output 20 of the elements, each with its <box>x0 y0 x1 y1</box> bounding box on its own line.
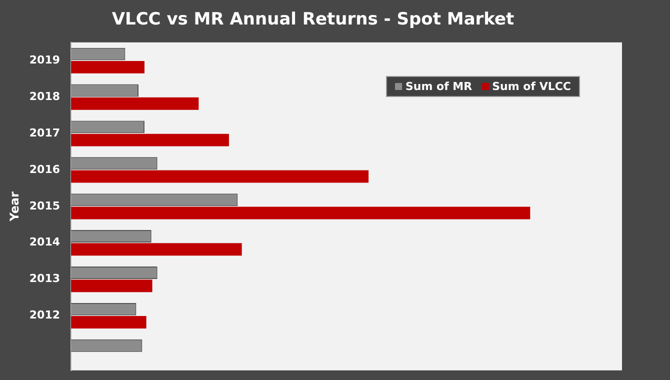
chart-title: VLCC vs MR Annual Returns - Spot Market <box>112 10 514 30</box>
bar <box>71 170 369 183</box>
y-tick-label: 2017 <box>29 126 60 140</box>
bar <box>71 60 144 74</box>
y-tick-label: 2014 <box>29 236 60 249</box>
bar <box>71 97 199 110</box>
bar <box>71 280 152 292</box>
legend-label: Sum of MR <box>405 80 472 93</box>
legend-label: Sum of VLCC <box>492 80 571 93</box>
y-tick-label: 2012 <box>29 308 60 322</box>
y-tick-label: 2013 <box>29 272 60 286</box>
bar <box>71 316 146 329</box>
y-tick-label: 2018 <box>29 90 60 103</box>
y-tick-label: 2015 <box>29 199 60 212</box>
bar <box>71 243 242 256</box>
y-axis-title: Year <box>7 191 22 222</box>
bar <box>71 134 229 146</box>
y-tick-label: 2019 <box>29 53 60 66</box>
y-tick-label: 2016 <box>29 162 60 176</box>
bar <box>71 206 530 220</box>
